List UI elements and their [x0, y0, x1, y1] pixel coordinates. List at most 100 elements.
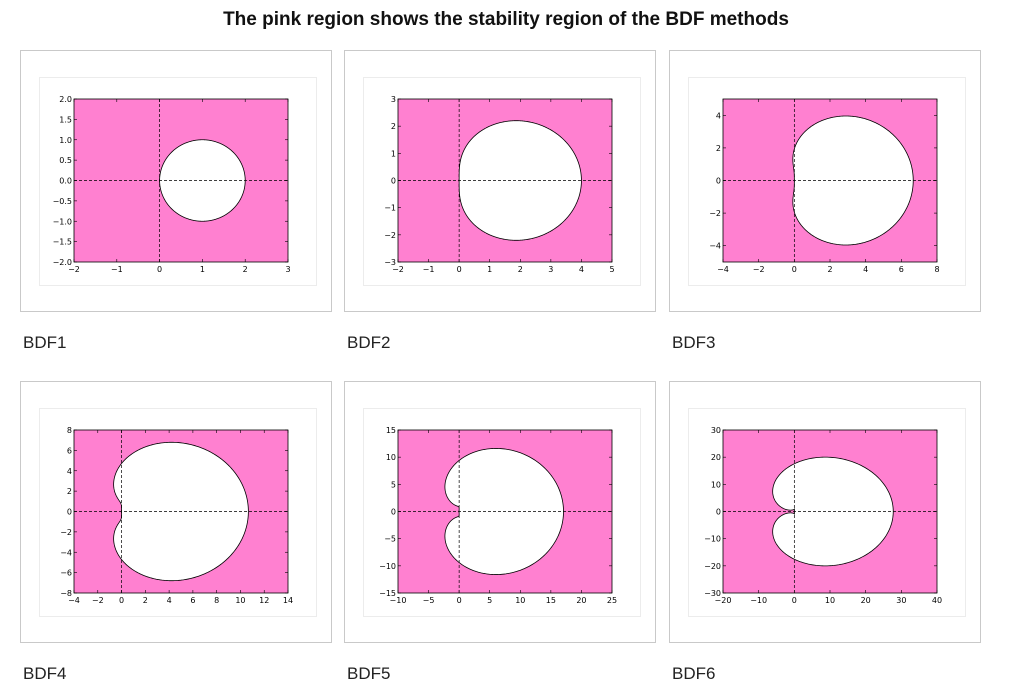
y-tick-label: −2: [709, 209, 721, 218]
caption-bdf2: BDF2: [347, 333, 391, 352]
y-tick-label: −2: [384, 231, 396, 240]
caption-bdf3: BDF3: [672, 333, 716, 352]
x-tick-label: −1: [423, 265, 435, 274]
plot-card-bdf5: −10 −5 0 5 10 15 20 25 −15 −10 −5 0 5 10 15: [344, 381, 656, 643]
y-tick-label: 4: [67, 467, 72, 476]
x-tick-label: 20: [861, 596, 871, 605]
y-tick-label: −10: [704, 535, 721, 544]
y-tick-label: −4: [60, 548, 72, 557]
y-tick-label: 1.5: [59, 115, 72, 124]
y-tick-label: −5: [384, 535, 396, 544]
y-tick-label: 30: [711, 426, 721, 435]
x-tick-label: 2: [827, 265, 832, 274]
y-tick-label: 0: [716, 177, 721, 186]
x-tick-label: −2: [92, 596, 104, 605]
x-tick-label: −2: [753, 265, 765, 274]
y-tick-label: 2.0: [59, 95, 72, 104]
plot-card-bdf3: −4 −2 0 2 4 6 8 −4 −2 0 2 4: [669, 50, 981, 312]
stability-plot-bdf4: −4 −2 0 2 4 6 8 10 12 14 −8 −6 −4 −2 0 2 4 6 8: [39, 408, 317, 617]
stability-plot-bdf3: −4 −2 0 2 4 6 8 −4 −2 0 2 4: [688, 77, 966, 286]
y-tick-label: −30: [704, 589, 721, 598]
x-tick-label: 0: [457, 596, 462, 605]
x-tick-label: 0: [792, 265, 797, 274]
x-tick-label: 8: [214, 596, 219, 605]
y-tick-label: −1.0: [53, 217, 72, 226]
x-tick-label: 1: [487, 265, 492, 274]
x-tick-label: 15: [546, 596, 556, 605]
x-tick-label: −10: [390, 596, 407, 605]
y-tick-label: 0: [391, 508, 396, 517]
y-tick-label: −15: [379, 589, 396, 598]
plot-card-bdf4: −4 −2 0 2 4 6 8 10 12 14 −8 −6 −4 −2 0 2 4 6 8: [20, 381, 332, 643]
x-tick-label: 10: [235, 596, 245, 605]
y-tick-label: 0.0: [59, 177, 72, 186]
x-tick-label: 4: [579, 265, 584, 274]
y-tick-label: 0: [391, 177, 396, 186]
x-tick-label: 8: [934, 265, 939, 274]
x-tick-label: 12: [259, 596, 269, 605]
y-tick-label: 2: [716, 144, 721, 153]
y-tick-label: −6: [60, 569, 72, 578]
x-tick-label: −10: [750, 596, 767, 605]
y-tick-label: 15: [386, 426, 396, 435]
y-tick-label: −10: [379, 562, 396, 571]
y-tick-label: 0.5: [59, 156, 72, 165]
caption-bdf6: BDF6: [672, 664, 716, 683]
y-tick-label: 6: [67, 446, 72, 455]
x-tick-label: 6: [899, 265, 904, 274]
y-tick-label: 0: [67, 508, 72, 517]
y-tick-label: −20: [704, 562, 721, 571]
y-tick-label: 20: [711, 453, 721, 462]
y-tick-label: 2: [391, 122, 396, 131]
page-title: The pink region shows the stability regi…: [223, 9, 789, 30]
x-tick-label: 6: [190, 596, 195, 605]
x-tick-label: 20: [576, 596, 586, 605]
x-tick-label: −4: [68, 596, 80, 605]
y-tick-label: −2: [60, 528, 72, 537]
x-tick-label: −2: [392, 265, 404, 274]
x-tick-label: 0: [792, 596, 797, 605]
y-tick-label: −0.5: [53, 197, 72, 206]
x-tick-label: 2: [518, 265, 523, 274]
plot-card-bdf1: −2 −1 0 1 2 3 −2.0 −1.5 −1.0 −0.5 0.0 0.5 1.0 1.5 2.0: [20, 50, 332, 312]
caption-bdf5: BDF5: [347, 664, 391, 683]
x-tick-label: 2: [143, 596, 148, 605]
y-tick-label: −3: [384, 258, 396, 267]
x-tick-label: 30: [896, 596, 906, 605]
y-tick-label: 3: [391, 95, 396, 104]
x-tick-label: 3: [285, 265, 290, 274]
x-tick-label: 0: [157, 265, 162, 274]
x-tick-label: −4: [717, 265, 729, 274]
plot-card-bdf2: −2 −1 0 1 2 3 4 5 −3 −2 −1 0 1 2 3: [344, 50, 656, 312]
y-tick-label: −1.5: [53, 238, 72, 247]
x-tick-label: 1: [200, 265, 205, 274]
caption-bdf4: BDF4: [23, 664, 67, 683]
y-tick-label: −4: [709, 242, 721, 251]
x-tick-label: 14: [283, 596, 293, 605]
x-tick-label: 5: [487, 596, 492, 605]
x-tick-label: 10: [515, 596, 525, 605]
x-tick-label: 0: [119, 596, 124, 605]
caption-bdf1: BDF1: [23, 333, 67, 352]
y-tick-label: −8: [60, 589, 72, 598]
x-tick-label: 25: [607, 596, 617, 605]
y-tick-label: 4: [716, 111, 721, 120]
y-tick-label: 8: [67, 426, 72, 435]
y-tick-label: 1.0: [59, 136, 72, 145]
y-tick-label: −2.0: [53, 258, 72, 267]
x-tick-label: 10: [825, 596, 835, 605]
plot-card-bdf6: −20 −10 0 10 20 30 40 −30 −20 −10 0 10 20 30: [669, 381, 981, 643]
y-tick-label: 10: [711, 480, 721, 489]
y-tick-label: 10: [386, 453, 396, 462]
y-tick-label: 5: [391, 480, 396, 489]
y-tick-label: 1: [391, 149, 396, 158]
x-tick-label: 2: [243, 265, 248, 274]
x-tick-label: −20: [715, 596, 732, 605]
y-tick-label: 0: [716, 508, 721, 517]
x-tick-label: 4: [167, 596, 172, 605]
unstable-region-boundary: [159, 139, 246, 222]
y-tick-label: 2: [67, 487, 72, 496]
